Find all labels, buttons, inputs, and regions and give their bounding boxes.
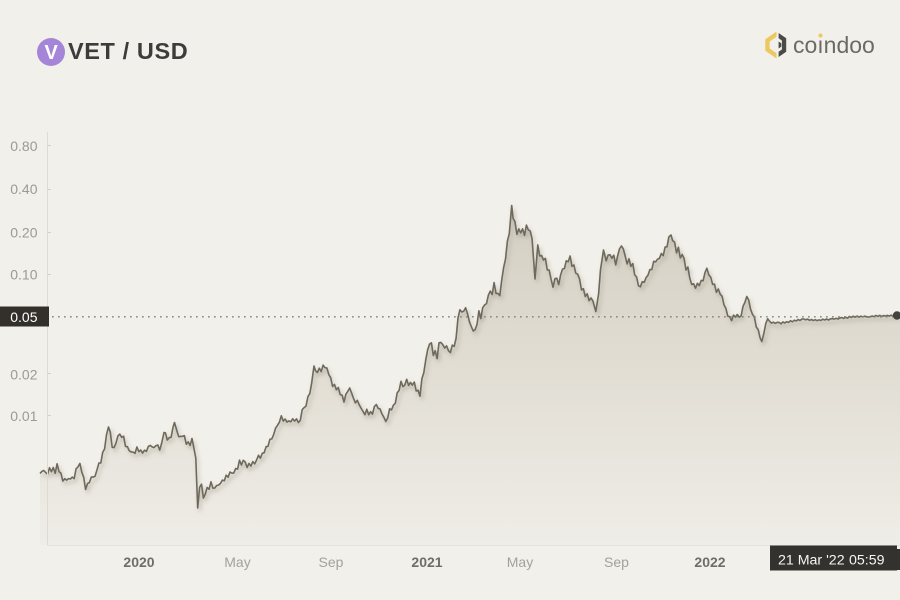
svg-text:2020: 2020 (123, 554, 154, 570)
svg-text:2022: 2022 (694, 554, 725, 570)
svg-text:0.01: 0.01 (10, 408, 37, 424)
svg-text:0.05: 0.05 (10, 309, 37, 325)
svg-text:0.80: 0.80 (10, 138, 37, 154)
svg-text:May: May (224, 554, 250, 570)
svg-text:VET / USD: VET / USD (68, 38, 188, 64)
svg-text:0.20: 0.20 (10, 225, 37, 241)
svg-text:0.10: 0.10 (10, 267, 37, 283)
svg-text:coındoo: coındoo (793, 32, 875, 58)
svg-text:May: May (507, 554, 533, 570)
svg-text:2021: 2021 (411, 554, 442, 570)
svg-text:0.40: 0.40 (10, 181, 37, 197)
svg-text:05:59: 05:59 (849, 553, 885, 569)
svg-text:Sep: Sep (319, 554, 344, 570)
svg-text:0.02: 0.02 (10, 367, 37, 383)
svg-text:Sep: Sep (604, 554, 629, 570)
svg-text:V: V (45, 42, 59, 64)
svg-text:21 Mar '22: 21 Mar '22 (778, 553, 845, 569)
